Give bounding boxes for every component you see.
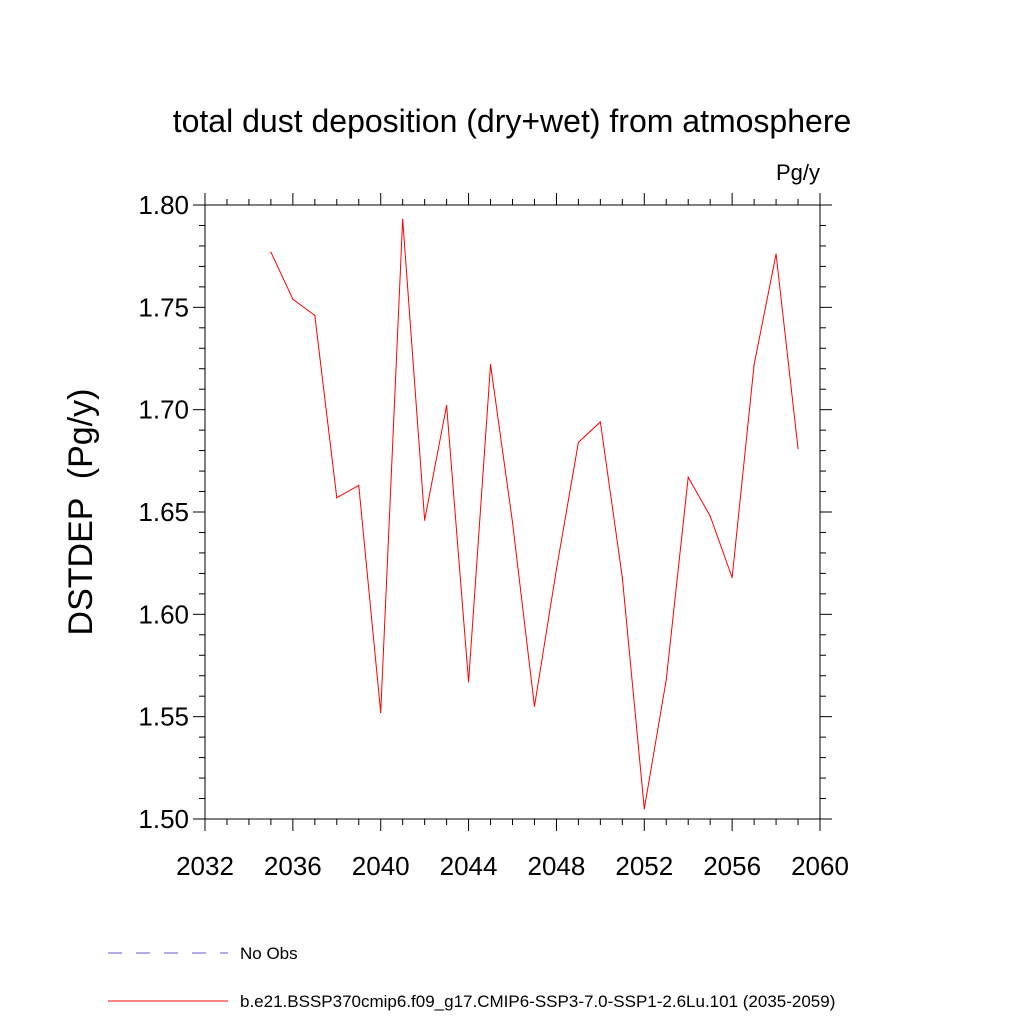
data-point: [643, 808, 645, 810]
data-point: [380, 711, 382, 714]
data-point: [533, 705, 536, 708]
data-point: [402, 218, 404, 220]
x-tick-label: 2044: [440, 851, 498, 881]
data-point: [599, 421, 601, 423]
x-tick-label: 2040: [352, 851, 410, 881]
data-point: [489, 364, 492, 366]
data-point: [775, 253, 777, 255]
units-label: Pg/y: [776, 160, 820, 185]
legend-series-label: b.e21.BSSP370cmip6.f09_g17.CMIP6-SSP3-7.…: [240, 992, 835, 1011]
chart-title: total dust deposition (dry+wet) from atm…: [173, 103, 852, 139]
data-point: [511, 521, 514, 523]
data-point: [577, 441, 579, 444]
x-tick-label: 2048: [528, 851, 586, 881]
ticks-layer: 2032 2036 2040 2044 2048 2052 2056 2060 1.50 1.55…: [138, 190, 849, 881]
x-tick-label: 2056: [703, 851, 761, 881]
y-tick-label: 1.65: [138, 497, 189, 527]
data-point: [797, 447, 799, 450]
x-tick-label: 2036: [264, 851, 322, 881]
data-point: [687, 476, 689, 478]
data-point: [555, 568, 558, 570]
x-tick-label: 2052: [615, 851, 673, 881]
data-point: [665, 679, 667, 681]
x-tick-label: 2032: [176, 851, 234, 881]
y-tick-label: 1.55: [138, 702, 189, 732]
y-tick-label: 1.60: [138, 599, 189, 629]
series-line: [270, 219, 799, 809]
data-point: [270, 251, 272, 253]
y-tick-label: 1.50: [138, 804, 189, 834]
legend-no-obs-label: No Obs: [240, 944, 298, 963]
data-point: [753, 364, 755, 366]
data-point: [709, 515, 711, 517]
y-tick-label: 1.80: [138, 190, 189, 220]
data-point: [336, 497, 338, 499]
data-point: [358, 484, 360, 486]
data-point: [446, 404, 448, 407]
legend: No Obs b.e21.BSSP370cmip6.f09_g17.CMIP6-…: [108, 944, 835, 1011]
series-layer: [270, 218, 799, 810]
data-point: [424, 519, 426, 521]
x-tick-label: 2060: [791, 851, 849, 881]
data-point: [292, 298, 294, 300]
y-axis-label: DSTDEP (Pg/y): [62, 389, 100, 636]
y-tick-label: 1.75: [138, 292, 189, 322]
y-tick-label: 1.70: [138, 395, 189, 425]
data-point: [467, 681, 470, 683]
plot-frame: [204, 204, 821, 820]
data-point: [314, 314, 316, 317]
data-point: [731, 576, 733, 579]
data-point: [621, 576, 623, 579]
